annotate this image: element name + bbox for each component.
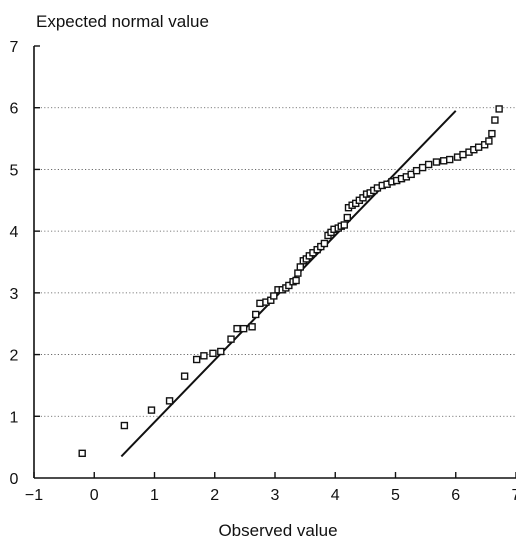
data-point	[285, 281, 293, 290]
data-point	[209, 349, 217, 358]
data-point	[270, 292, 278, 300]
x-tick-label: 1	[150, 487, 159, 504]
data-point	[192, 355, 201, 364]
x-tick-label: 6	[451, 487, 460, 504]
x-tick-label: 5	[391, 487, 400, 504]
data-point	[239, 324, 248, 333]
y-tick-label: 7	[10, 39, 19, 56]
data-point	[495, 105, 503, 113]
data-point	[440, 157, 448, 165]
data-point	[485, 137, 493, 145]
data-point	[200, 352, 208, 360]
data-point	[412, 166, 421, 175]
data-point	[296, 263, 305, 271]
data-point	[165, 397, 174, 405]
data-point	[320, 239, 329, 248]
y-tick-label: 5	[10, 162, 19, 179]
data-point	[488, 129, 496, 138]
x-tick-label: 3	[271, 487, 280, 504]
y-tick-label: 1	[10, 409, 19, 426]
y-axis-title: Expected normal value	[36, 12, 209, 31]
data-point	[252, 310, 260, 319]
data-point	[480, 141, 489, 149]
data-point	[180, 372, 189, 380]
data-point	[343, 213, 351, 222]
data-point	[294, 269, 302, 277]
data-point	[446, 155, 454, 164]
y-tick-label: 6	[10, 101, 19, 118]
data-point	[217, 347, 225, 356]
data-point	[459, 150, 467, 159]
y-tick-label: 2	[10, 348, 19, 365]
data-point	[407, 170, 415, 179]
data-point	[248, 323, 256, 331]
axes	[33, 45, 516, 479]
x-axis-title: Observed value	[218, 521, 337, 540]
x-tick-label: 0	[90, 487, 99, 504]
data-point	[424, 160, 433, 169]
y-tick-label: 0	[10, 471, 19, 488]
data-point	[78, 449, 86, 458]
grid-lines	[34, 107, 516, 417]
data-point	[147, 406, 156, 414]
data-point	[491, 116, 499, 124]
data-point	[256, 299, 264, 308]
x-tick-label: −1	[25, 487, 43, 504]
data-point	[474, 143, 483, 151]
data-point	[292, 276, 300, 285]
data-point	[227, 335, 235, 343]
x-tick-label: 4	[331, 487, 340, 504]
data-point	[233, 324, 241, 333]
y-tick-label: 4	[10, 224, 19, 241]
x-tick-label: 7	[512, 487, 516, 504]
data-point	[340, 221, 348, 229]
data-point	[120, 421, 129, 430]
y-tick-label: 3	[10, 286, 19, 303]
x-tick-label: 2	[210, 487, 219, 504]
data-point	[418, 163, 427, 172]
data-points	[78, 105, 503, 458]
tick-labels: 0 1 2 3 4 5 6 7 −1 0 1 2 3 4 5 6 7	[10, 39, 516, 504]
data-point	[432, 158, 441, 166]
